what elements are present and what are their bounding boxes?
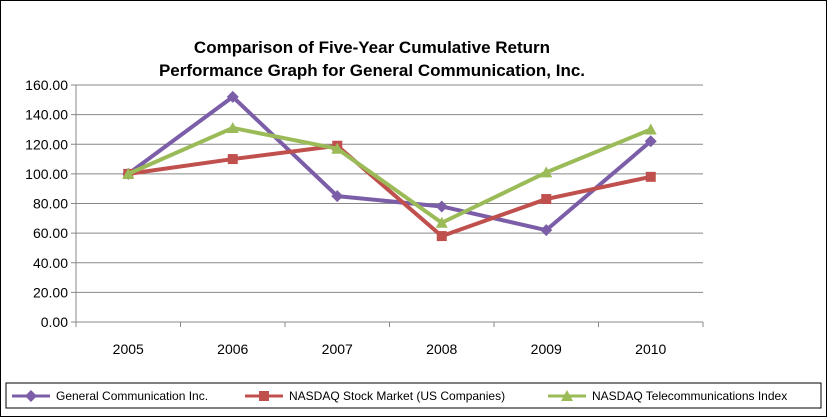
y-tick-label: 160.00 (25, 77, 68, 93)
series-2 (123, 140, 656, 242)
series-lines (122, 90, 657, 242)
chart-title-line2: Performance Graph for General Communicat… (159, 61, 585, 80)
data-point-triangle (435, 216, 448, 228)
series-1 (122, 90, 657, 237)
chart-title-line1: Comparison of Five-Year Cumulative Retur… (194, 38, 550, 57)
y-tick-label: 20.00 (33, 284, 68, 300)
data-point-square (645, 171, 656, 182)
data-point-square (436, 231, 447, 242)
y-tick-label: 40.00 (33, 255, 68, 271)
data-point-triangle (331, 142, 344, 154)
x-tick-label: 2009 (531, 341, 562, 357)
series-line (127, 143, 652, 239)
data-point-diamond (226, 90, 239, 103)
series-line (127, 125, 652, 225)
data-point-triangle (122, 167, 135, 179)
y-tick-label: 0.00 (41, 314, 68, 330)
legend-label: NASDAQ Telecommunications Index (592, 389, 787, 403)
x-tick-label: 2007 (322, 341, 353, 357)
legend-box (5, 382, 822, 409)
data-point-triangle (226, 121, 239, 133)
x-tick-label: 2010 (635, 341, 666, 357)
series-line (127, 94, 653, 233)
data-point-diamond (25, 390, 37, 402)
x-axis-ticks: 2005 2006 2007 2008 2009 2010 (113, 341, 667, 357)
y-tick-label: 60.00 (33, 225, 68, 241)
y-axis-ticks: 0.00 20.00 40.00 60.00 80.00 100.00 120.00 140.… (25, 77, 68, 330)
data-point-triangle (644, 123, 657, 135)
x-tick-label: 2005 (113, 341, 144, 357)
data-point-square (227, 154, 238, 165)
axes (75, 85, 704, 327)
x-tick-label: 2008 (426, 341, 457, 357)
y-tick-label: 140.00 (25, 107, 68, 123)
data-point-square (259, 391, 269, 401)
y-tick-label: 100.00 (25, 166, 68, 182)
legend-label: NASDAQ Stock Market (US Companies) (289, 389, 505, 403)
x-tick-label: 2006 (217, 341, 248, 357)
data-point-diamond (435, 200, 448, 213)
series-3 (122, 121, 657, 228)
data-point-diamond (644, 135, 657, 148)
data-point-triangle (561, 390, 573, 401)
legend-item-3: NASDAQ Telecommunications Index (548, 389, 787, 403)
data-point-diamond (540, 224, 553, 237)
data-point-diamond (331, 190, 344, 203)
legend-label: General Communication Inc. (56, 389, 208, 403)
legend-item-2: NASDAQ Stock Market (US Companies) (245, 389, 505, 403)
data-point-triangle (540, 166, 553, 178)
legend: General Communication Inc. NASDAQ Stock M… (12, 389, 787, 403)
gridlines (71, 84, 703, 323)
y-tick-label: 120.00 (25, 136, 68, 152)
data-point-square (541, 194, 552, 205)
y-tick-label: 80.00 (33, 196, 68, 212)
legend-item-1: General Communication Inc. (12, 389, 208, 403)
